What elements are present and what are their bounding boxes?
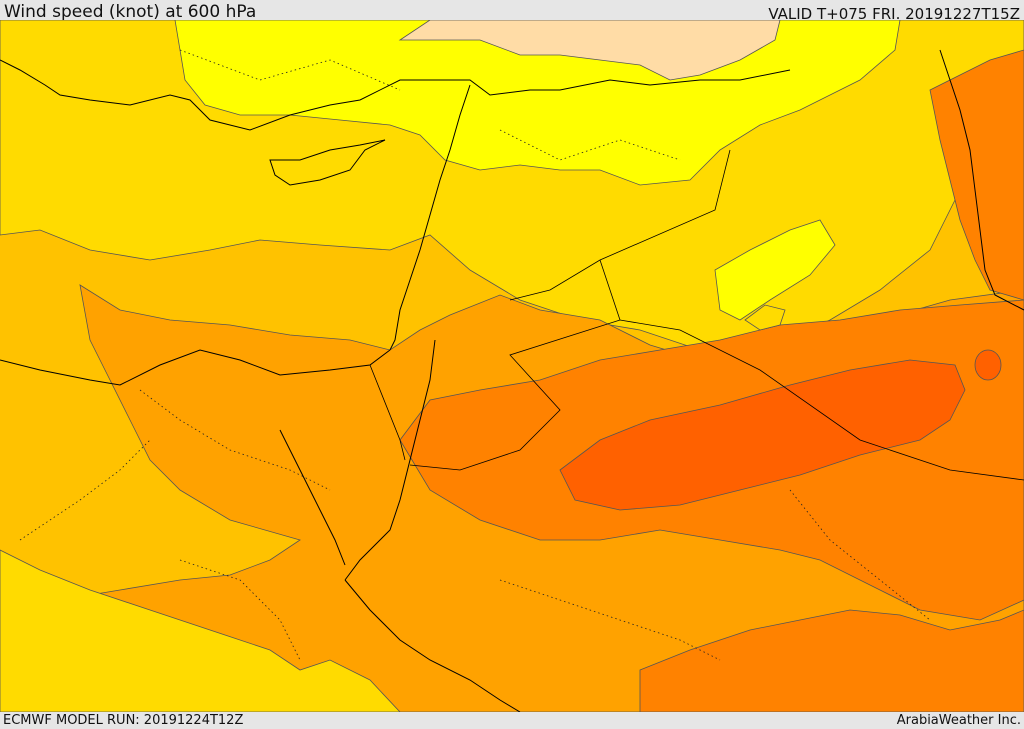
- band-orange-core: [559, 359, 966, 511]
- band-light-top: [398, 20, 781, 81]
- model-run-label: ECMWF MODEL RUN: 20191224T12Z: [3, 713, 244, 728]
- band-yellow-pocket: [714, 219, 836, 321]
- map-title: Wind speed (knot) at 600 hPa: [4, 2, 257, 22]
- header-bar: Wind speed (knot) at 600 hPa VALID T+075…: [0, 0, 1024, 23]
- band-small-pocket: [744, 304, 786, 331]
- band-orange-east: [929, 49, 1024, 301]
- weather-map: [0, 20, 1024, 712]
- admin-boundaries: [19, 49, 931, 661]
- band-yellow-sw: [0, 549, 401, 712]
- valid-time: VALID T+075 FRI. 20191227T15Z: [768, 5, 1020, 23]
- band-orange-se: [639, 609, 1024, 712]
- wind-speed-field: [0, 20, 1024, 712]
- credit-label: ArabiaWeather Inc.: [896, 713, 1021, 728]
- footer-bar: ECMWF MODEL RUN: 20191224T12Z ArabiaWeat…: [0, 712, 1024, 729]
- borders: [369, 149, 1024, 481]
- band-core-blob: [974, 349, 1002, 381]
- coastlines: [0, 49, 1024, 712]
